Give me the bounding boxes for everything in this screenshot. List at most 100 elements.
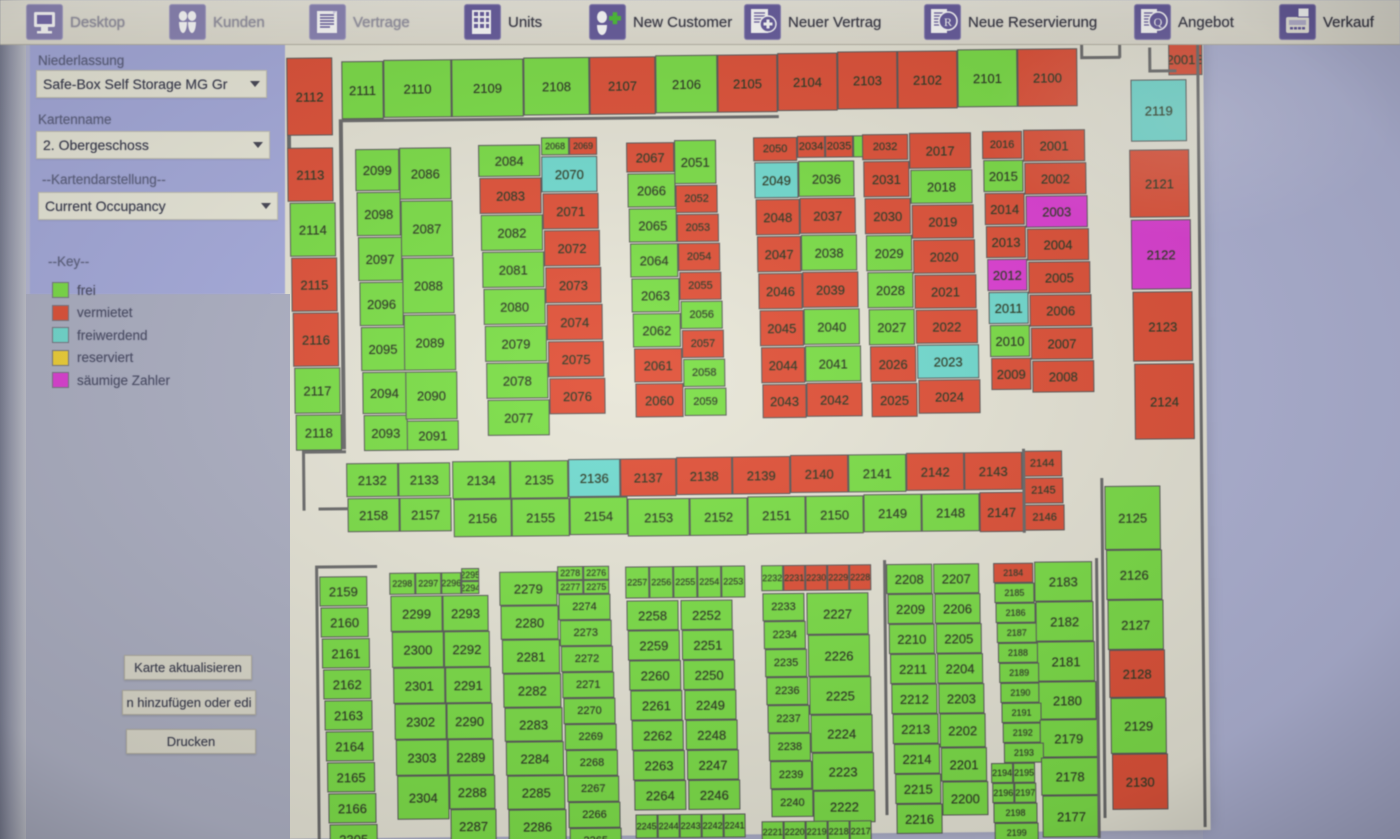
map-unit-2217[interactable]: 2217 bbox=[849, 820, 872, 839]
map-unit-2142[interactable]: 2142 bbox=[906, 452, 965, 491]
map-unit-2058[interactable]: 2058 bbox=[683, 358, 726, 388]
map-unit-2230[interactable]: 2230 bbox=[805, 564, 828, 591]
print-button[interactable]: Drucken bbox=[126, 729, 256, 754]
map-unit-2069[interactable]: 2069 bbox=[568, 136, 598, 156]
map-unit-2224[interactable]: 2224 bbox=[810, 714, 873, 753]
map-unit-2034[interactable]: 2034 bbox=[796, 135, 826, 158]
map-unit-2040[interactable]: 2040 bbox=[803, 308, 860, 345]
map-unit-2134[interactable]: 2134 bbox=[452, 460, 511, 500]
map-unit-2254[interactable]: 2254 bbox=[697, 565, 722, 598]
map-unit-2016[interactable]: 2016 bbox=[981, 130, 1023, 160]
map-unit-2205[interactable]: 2205 bbox=[935, 623, 982, 654]
map-unit-2274[interactable]: 2274 bbox=[558, 593, 611, 621]
map-unit-2232[interactable]: 2232 bbox=[761, 565, 784, 592]
map-unit-2177[interactable]: 2177 bbox=[1042, 795, 1101, 838]
map-unit-2107[interactable]: 2107 bbox=[589, 56, 656, 115]
map-unit-2179[interactable]: 2179 bbox=[1039, 719, 1098, 758]
map-unit-2122[interactable]: 2122 bbox=[1130, 219, 1192, 290]
map-unit-2158[interactable]: 2158 bbox=[347, 497, 400, 533]
map-unit-2020[interactable]: 2020 bbox=[912, 239, 976, 274]
map-unit-2130[interactable]: 2130 bbox=[1111, 753, 1169, 810]
map-unit-2191[interactable]: 2191 bbox=[1001, 702, 1042, 723]
toolbar-item-angebot[interactable]: Q Angebot bbox=[1130, 0, 1238, 44]
map-unit-2213[interactable]: 2213 bbox=[892, 713, 939, 745]
map-unit-2273[interactable]: 2273 bbox=[559, 619, 612, 647]
map-unit-2042[interactable]: 2042 bbox=[806, 382, 863, 417]
map-unit-2090[interactable]: 2090 bbox=[405, 371, 458, 420]
map-unit-2229[interactable]: 2229 bbox=[827, 564, 850, 591]
refresh-map-button[interactable]: Karte aktualisieren bbox=[124, 655, 252, 680]
toolbar-item-units[interactable]: Units bbox=[460, 0, 546, 44]
map-unit-2035[interactable]: 2035 bbox=[824, 135, 854, 158]
map-unit-2047[interactable]: 2047 bbox=[756, 235, 802, 273]
add-or-edit-button[interactable]: n hinzufügen oder edi bbox=[122, 690, 256, 715]
map-unit-2152[interactable]: 2152 bbox=[689, 497, 748, 536]
map-unit-2067[interactable]: 2067 bbox=[626, 142, 675, 173]
map-unit-2008[interactable]: 2008 bbox=[1032, 360, 1095, 393]
map-unit-2006[interactable]: 2006 bbox=[1029, 294, 1092, 327]
map-unit-2114[interactable]: 2114 bbox=[289, 202, 337, 257]
map-unit-2249[interactable]: 2249 bbox=[684, 689, 737, 721]
map-unit-2305[interactable]: 2305 bbox=[329, 823, 378, 839]
map-unit-2101[interactable]: 2101 bbox=[957, 48, 1018, 108]
map-unit-2121[interactable]: 2121 bbox=[1129, 149, 1190, 218]
map-unit-2293[interactable]: 2293 bbox=[442, 594, 489, 632]
map-unit-2011[interactable]: 2011 bbox=[988, 291, 1029, 325]
map-unit-2059[interactable]: 2059 bbox=[684, 387, 727, 417]
map-unit-2077[interactable]: 2077 bbox=[487, 399, 550, 436]
map-unit-2096[interactable]: 2096 bbox=[359, 281, 404, 327]
map-unit-2110[interactable]: 2110 bbox=[383, 59, 452, 118]
map-unit-2197[interactable]: 2197 bbox=[1014, 782, 1037, 803]
map-unit-2075[interactable]: 2075 bbox=[547, 340, 605, 378]
map-unit-2128[interactable]: 2128 bbox=[1108, 649, 1166, 698]
map-unit-2153[interactable]: 2153 bbox=[627, 497, 690, 537]
map-unit-2250[interactable]: 2250 bbox=[683, 659, 736, 691]
map-unit-2209[interactable]: 2209 bbox=[887, 593, 934, 625]
map-unit-2163[interactable]: 2163 bbox=[324, 700, 373, 731]
map-unit-2300[interactable]: 2300 bbox=[391, 631, 445, 668]
map-unit-2113[interactable]: 2113 bbox=[287, 147, 334, 202]
map-unit-2056[interactable]: 2056 bbox=[680, 300, 723, 330]
map-unit-2180[interactable]: 2180 bbox=[1038, 681, 1097, 720]
map-unit-2024[interactable]: 2024 bbox=[918, 379, 981, 414]
toolbar-item-neuer-vertrag[interactable]: Neuer Vertrag bbox=[740, 0, 885, 44]
map-unit-2246[interactable]: 2246 bbox=[688, 779, 741, 810]
map-unit-2188[interactable]: 2188 bbox=[997, 642, 1039, 664]
map-unit-2208[interactable]: 2208 bbox=[886, 563, 933, 595]
map-unit-2247[interactable]: 2247 bbox=[686, 749, 740, 781]
map-unit-2132[interactable]: 2132 bbox=[346, 462, 399, 498]
map-unit-2127[interactable]: 2127 bbox=[1107, 599, 1164, 650]
map-unit-2060[interactable]: 2060 bbox=[635, 383, 684, 418]
map-unit-2045[interactable]: 2045 bbox=[759, 309, 804, 347]
map-unit-2268[interactable]: 2268 bbox=[565, 749, 619, 777]
map-unit-2253[interactable]: 2253 bbox=[721, 565, 746, 598]
map-unit-2100[interactable]: 2100 bbox=[1017, 48, 1078, 107]
map-unit-2013[interactable]: 2013 bbox=[985, 225, 1027, 259]
map-unit-2062[interactable]: 2062 bbox=[632, 313, 682, 348]
map-unit-2289[interactable]: 2289 bbox=[447, 738, 495, 776]
map-unit-2145[interactable]: 2145 bbox=[1023, 477, 1064, 504]
map-unit-2267[interactable]: 2267 bbox=[567, 775, 620, 803]
map-unit-2251[interactable]: 2251 bbox=[681, 629, 735, 661]
map-unit-2290[interactable]: 2290 bbox=[446, 702, 493, 740]
map-unit-2260[interactable]: 2260 bbox=[629, 660, 682, 691]
map-unit-2009[interactable]: 2009 bbox=[991, 357, 1032, 391]
map-unit-2051[interactable]: 2051 bbox=[674, 139, 717, 185]
map-unit-2227[interactable]: 2227 bbox=[806, 592, 869, 635]
map-unit-2231[interactable]: 2231 bbox=[783, 564, 806, 592]
map-unit-2275[interactable]: 2275 bbox=[583, 579, 610, 594]
map-unit-2103[interactable]: 2103 bbox=[837, 50, 898, 110]
map-unit-2099[interactable]: 2099 bbox=[355, 148, 400, 192]
map-unit-2166[interactable]: 2166 bbox=[328, 792, 377, 824]
map-unit-2091[interactable]: 2091 bbox=[406, 420, 459, 451]
map-unit-2023[interactable]: 2023 bbox=[916, 344, 980, 379]
map-unit-2285[interactable]: 2285 bbox=[507, 775, 566, 810]
map-unit-2050[interactable]: 2050 bbox=[752, 136, 798, 162]
map-unit-2194[interactable]: 2194 bbox=[991, 762, 1014, 784]
map-unit-2211[interactable]: 2211 bbox=[889, 653, 937, 685]
map-unit-2066[interactable]: 2066 bbox=[627, 173, 676, 208]
map-unit-2220[interactable]: 2220 bbox=[783, 820, 806, 839]
map-unit-2014[interactable]: 2014 bbox=[984, 192, 1025, 226]
map-unit-2081[interactable]: 2081 bbox=[482, 251, 545, 288]
map-unit-2236[interactable]: 2236 bbox=[766, 676, 809, 706]
